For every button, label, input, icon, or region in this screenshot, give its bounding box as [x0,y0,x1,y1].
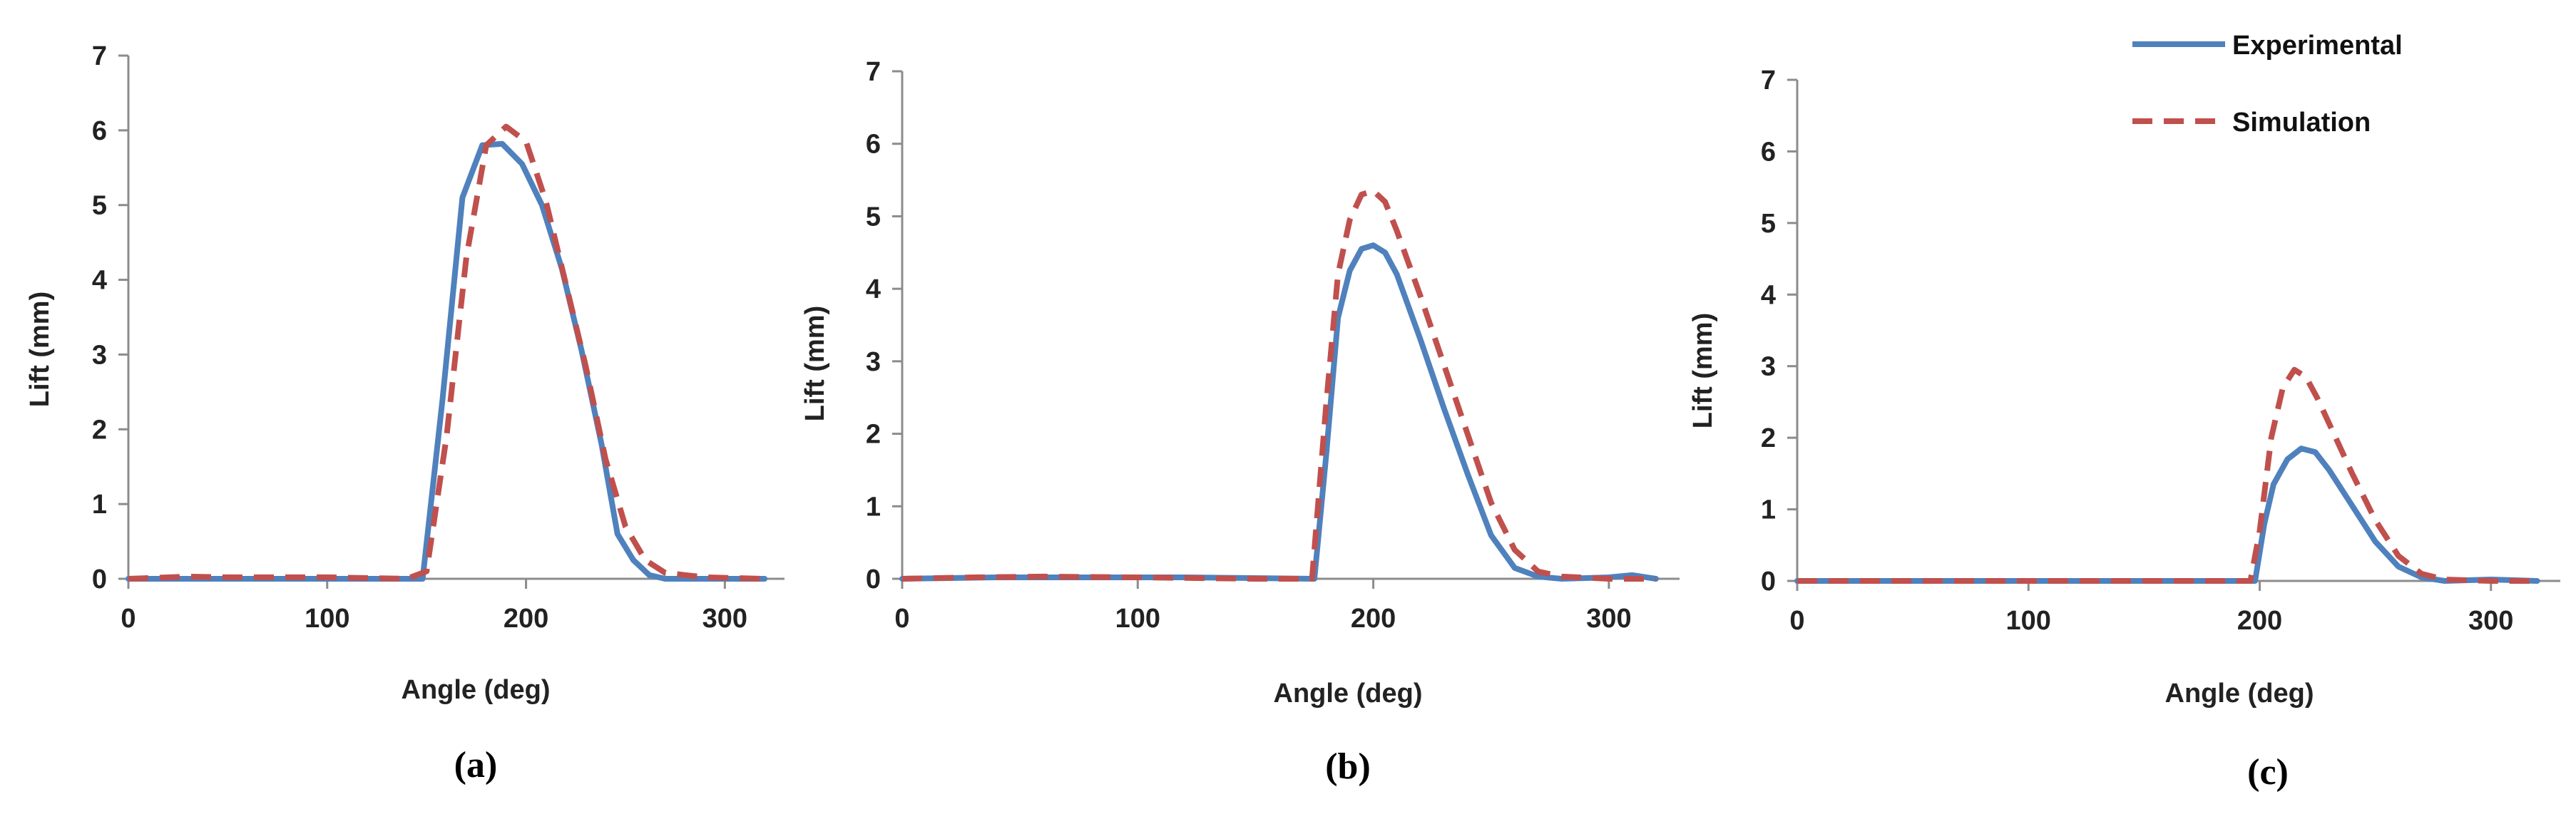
series-line-experimental [1794,445,2540,584]
y-tick-label: 0 [92,565,107,594]
x-tick-label: 0 [894,604,909,634]
chart-panel-a: Lift (mm) Angle (deg) (a) 0 1 2 3 4 5 6 7 0 100 20… [25,41,784,785]
y-tick-label: 2 [1761,423,1776,453]
y-axis-title: Lift (mm) [800,306,830,422]
y-tick-label: 4 [1761,280,1776,310]
y-axis-title: Lift (mm) [25,292,55,408]
x-tick-label: 300 [702,604,747,634]
chart-panel-c: Lift (mm) Angle (deg) (c) 0 1 2 3 4 5 6 7 0 100 20… [1688,66,2560,793]
y-tick-label: 7 [866,57,881,87]
x-tick-label: 200 [2237,606,2282,636]
series-line-experimental [126,140,768,582]
y-tick-label: 5 [866,202,881,232]
x-tick-label: 0 [121,604,136,634]
y-tick-label: 1 [866,492,881,522]
x-tick-label: 0 [1789,606,1804,636]
y-tick-label: 3 [92,340,107,370]
y-tick-label: 1 [1761,495,1776,525]
x-axis-title: Angle (deg) [2165,679,2314,709]
y-tick-label: 6 [866,130,881,160]
y-tick-label: 6 [92,116,107,146]
series-line-experimental [899,242,1659,582]
x-axis-title: Angle (deg) [1274,679,1423,709]
x-tick-label: 100 [305,604,349,634]
x-tick-label: 200 [504,604,548,634]
panel-label: (b) [1325,746,1371,787]
series-line-simulation [901,187,1656,582]
x-tick-label: 300 [2468,606,2513,636]
y-tick-label: 7 [92,41,107,71]
y-tick-label: 5 [1761,209,1776,239]
panel-label: (c) [2247,752,2289,793]
legend-label-experimental: Experimental [2232,31,2403,61]
x-tick-label: 300 [1586,604,1631,634]
y-tick-label: 3 [1761,352,1776,382]
chart-panel-b: Lift (mm) Angle (deg) (b) 0 1 2 3 4 5 6 7 0 100 20… [800,57,1680,787]
panel-label: (a) [454,745,498,785]
y-tick-label: 0 [866,565,881,594]
series-line-simulation [1797,366,2537,584]
x-axis-title: Angle (deg) [402,675,551,705]
y-tick-label: 7 [1761,66,1776,96]
y-tick-label: 2 [866,420,881,450]
legend-label-simulation: Simulation [2232,108,2371,138]
x-tick-label: 200 [1351,604,1396,634]
y-tick-label: 6 [1761,137,1776,167]
series-line-simulation [128,123,765,582]
x-tick-label: 100 [1115,604,1160,634]
y-tick-label: 4 [866,274,881,304]
y-tick-label: 3 [866,347,881,377]
y-tick-label: 2 [92,415,107,445]
x-tick-label: 100 [2006,606,2051,636]
y-tick-label: 5 [92,191,107,221]
y-tick-label: 1 [92,490,107,520]
legend: Experimental Simulation [2132,31,2403,138]
y-tick-label: 4 [92,266,107,296]
y-tick-label: 0 [1761,567,1776,597]
y-axis-title: Lift (mm) [1688,313,1718,429]
